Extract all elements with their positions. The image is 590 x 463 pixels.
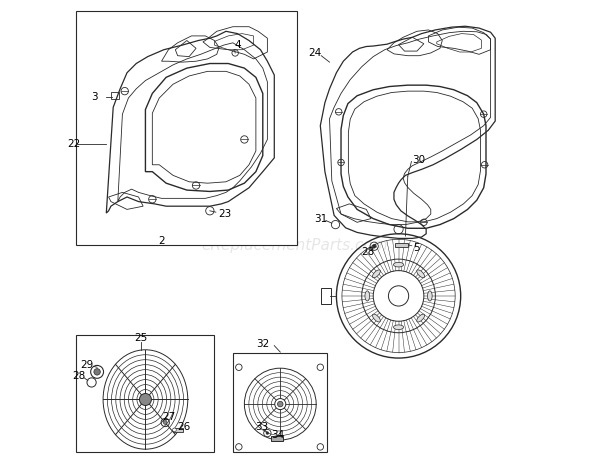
Text: 4: 4: [234, 40, 241, 50]
Text: 5: 5: [414, 243, 420, 253]
Text: 32: 32: [256, 339, 270, 349]
Bar: [76, 11, 297, 245]
Text: 25: 25: [134, 333, 148, 343]
Ellipse shape: [417, 270, 425, 278]
Text: 23: 23: [218, 209, 232, 219]
Ellipse shape: [394, 263, 404, 267]
Text: 26: 26: [177, 422, 190, 432]
Circle shape: [372, 244, 376, 248]
Bar: [321, 288, 332, 304]
Circle shape: [388, 286, 409, 306]
Text: 22: 22: [67, 139, 80, 149]
Text: 28: 28: [361, 247, 374, 257]
Bar: [76, 335, 214, 452]
Circle shape: [266, 432, 269, 434]
FancyBboxPatch shape: [395, 243, 408, 247]
Text: 3: 3: [91, 92, 98, 102]
Ellipse shape: [372, 314, 381, 322]
Text: 24: 24: [308, 48, 322, 58]
Text: 29: 29: [80, 360, 94, 370]
Text: 34: 34: [271, 430, 284, 440]
Ellipse shape: [365, 291, 369, 301]
Circle shape: [139, 394, 152, 406]
Bar: [111, 92, 119, 99]
Ellipse shape: [417, 314, 425, 322]
Text: 2: 2: [158, 236, 165, 246]
Bar: [233, 353, 327, 452]
Ellipse shape: [372, 270, 381, 278]
Text: eReplacementParts.com: eReplacementParts.com: [202, 238, 388, 253]
Circle shape: [163, 421, 167, 424]
Text: 31: 31: [314, 213, 327, 224]
Text: 33: 33: [255, 422, 268, 432]
Ellipse shape: [428, 291, 432, 301]
Text: 30: 30: [412, 155, 425, 165]
Circle shape: [275, 399, 286, 410]
Ellipse shape: [394, 325, 404, 330]
FancyBboxPatch shape: [173, 427, 183, 432]
Circle shape: [94, 369, 100, 375]
Circle shape: [277, 401, 283, 407]
Circle shape: [173, 428, 176, 432]
Text: 27: 27: [162, 412, 175, 421]
Text: 28: 28: [72, 371, 86, 382]
FancyBboxPatch shape: [271, 436, 283, 441]
